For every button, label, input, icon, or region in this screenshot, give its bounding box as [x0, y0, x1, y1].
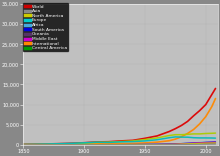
- Legend: World, Asia, North America, Europe, Africa, South America, Oceania, Middle East,: World, Asia, North America, Europe, Afri…: [23, 3, 69, 52]
